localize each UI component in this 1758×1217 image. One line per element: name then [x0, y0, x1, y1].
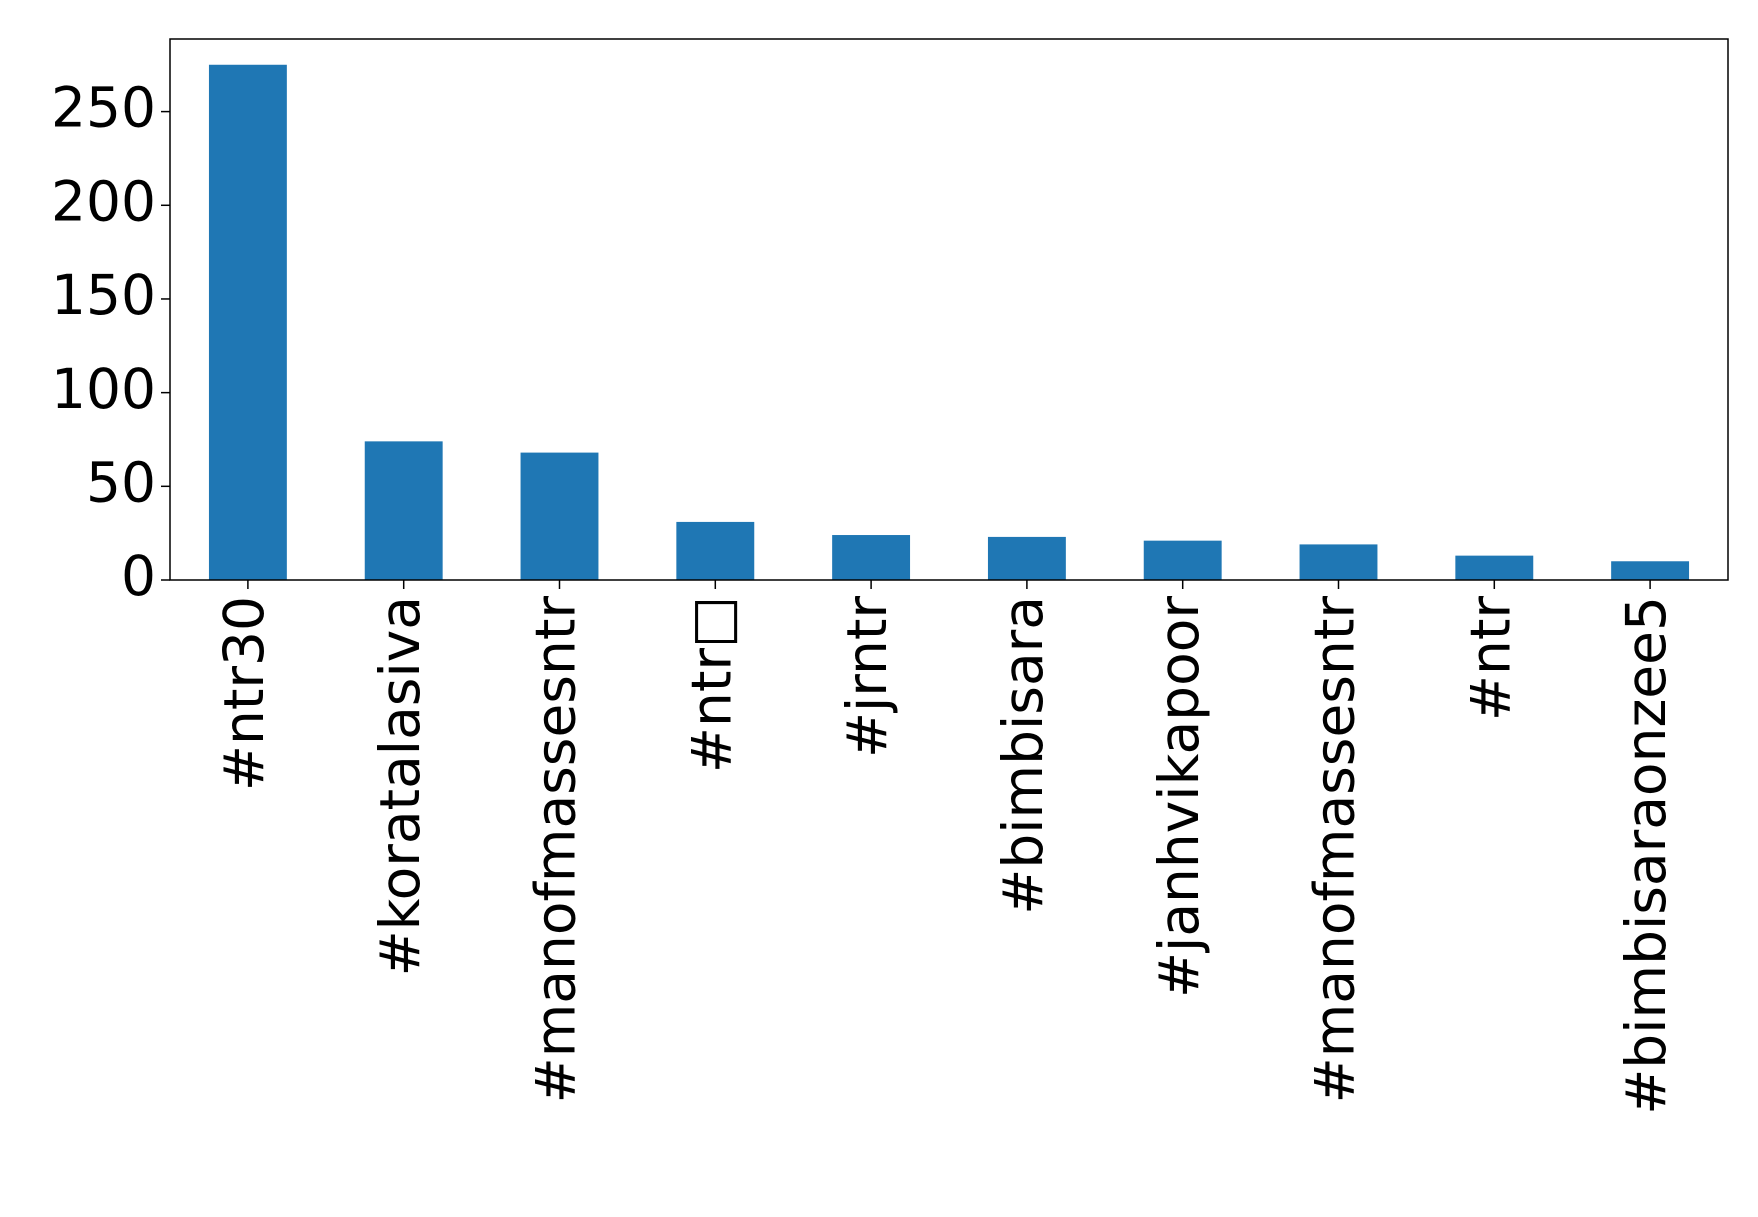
y-tick-label: 250	[51, 76, 156, 140]
x-tick-label: #manofmassesntr	[524, 596, 588, 1104]
plot-frame	[169, 38, 1729, 581]
y-tick-label: 200	[51, 169, 156, 233]
bar	[987, 536, 1066, 580]
x-tick-label: #koratalasiva	[368, 596, 432, 976]
bar	[832, 535, 911, 580]
x-tick-label: #ntr	[1458, 596, 1522, 722]
x-tick-label: #jrntr	[835, 596, 899, 758]
bar	[1299, 544, 1378, 580]
x-tick-label: #manofmassesntr	[1303, 596, 1367, 1104]
x-tick-label: #janhvikapoor	[1147, 596, 1211, 998]
bar	[676, 521, 755, 580]
bar	[208, 64, 287, 580]
y-tick-label: 50	[86, 450, 156, 514]
bar	[1455, 555, 1534, 580]
bar	[1611, 561, 1690, 580]
x-tick-label: #bimbisaraonzee5	[1614, 596, 1678, 1115]
bar	[520, 452, 599, 580]
y-tick-label: 100	[51, 357, 156, 421]
x-tick-label: #bimbisara	[991, 596, 1055, 915]
bar	[364, 441, 443, 580]
x-tick-label: #ntr30	[212, 596, 276, 791]
y-tick-label: 150	[51, 263, 156, 327]
x-tick-label: #ntr□	[679, 596, 743, 773]
y-tick-label: 0	[121, 544, 156, 608]
bar	[1143, 540, 1222, 580]
